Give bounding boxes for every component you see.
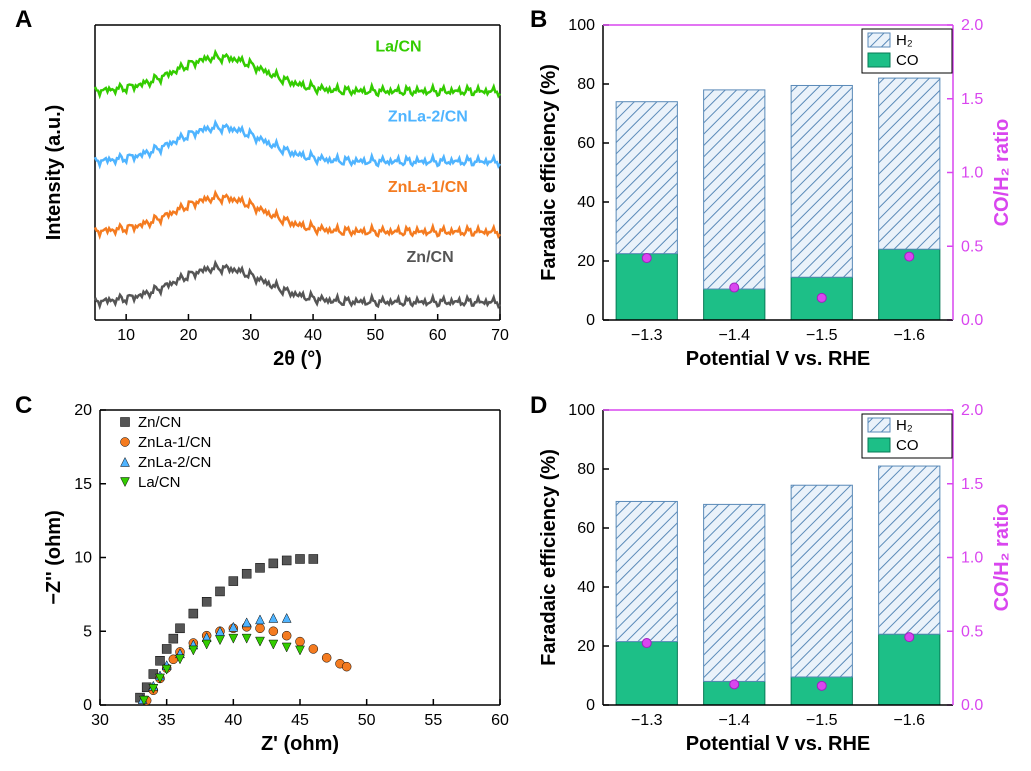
- svg-text:Intensity (a.u.): Intensity (a.u.): [43, 105, 65, 241]
- svg-text:30: 30: [242, 327, 260, 344]
- svg-text:1.0: 1.0: [961, 550, 983, 567]
- svg-text:0: 0: [83, 697, 92, 714]
- svg-text:20: 20: [577, 638, 595, 655]
- svg-text:20: 20: [74, 402, 92, 419]
- svg-text:2.0: 2.0: [961, 17, 983, 34]
- svg-text:−1.6: −1.6: [893, 712, 925, 729]
- svg-text:CO: CO: [896, 437, 919, 454]
- svg-text:45: 45: [291, 712, 309, 729]
- svg-text:40: 40: [577, 579, 595, 596]
- svg-text:10: 10: [117, 327, 135, 344]
- svg-text:60: 60: [577, 135, 595, 152]
- svg-text:Faradaic efficiency (%): Faradaic efficiency (%): [538, 449, 560, 666]
- svg-text:100: 100: [568, 17, 595, 34]
- svg-text:80: 80: [577, 461, 595, 478]
- svg-text:40: 40: [577, 194, 595, 211]
- svg-text:1.0: 1.0: [961, 165, 983, 182]
- svg-text:−1.3: −1.3: [631, 327, 663, 344]
- svg-text:−1.3: −1.3: [631, 712, 663, 729]
- svg-text:CO/H₂ ratio: CO/H₂ ratio: [991, 119, 1013, 227]
- svg-text:60: 60: [491, 712, 509, 729]
- svg-text:−1.5: −1.5: [806, 327, 838, 344]
- svg-text:La/CN: La/CN: [375, 38, 421, 55]
- svg-text:100: 100: [568, 402, 595, 419]
- svg-text:10: 10: [74, 550, 92, 567]
- svg-text:0: 0: [586, 312, 595, 329]
- svg-text:−1.4: −1.4: [718, 327, 750, 344]
- bar-plot-b: 0 20 40 60 80 100 0.0 0.5 1.0 1.5 2.0 −1.3 −1.4 −1.5 −…: [528, 15, 1023, 375]
- svg-text:1.5: 1.5: [961, 91, 983, 108]
- svg-text:−1.5: −1.5: [806, 712, 838, 729]
- svg-text:0.0: 0.0: [961, 697, 983, 714]
- svg-text:Zn/CN: Zn/CN: [138, 414, 181, 431]
- xrd-plot: 10 20 30 40 50 60 70 2θ (°) Intensity (a.u.) La/C…: [35, 15, 510, 375]
- svg-text:ZnLa-2/CN: ZnLa-2/CN: [138, 454, 211, 471]
- svg-text:2.0: 2.0: [961, 402, 983, 419]
- svg-text:20: 20: [577, 253, 595, 270]
- svg-text:55: 55: [424, 712, 442, 729]
- svg-text:ZnLa-1/CN: ZnLa-1/CN: [138, 434, 211, 451]
- svg-text:Potential V vs. RHE: Potential V vs. RHE: [686, 733, 871, 755]
- svg-text:−1.4: −1.4: [718, 712, 750, 729]
- svg-text:70: 70: [491, 327, 509, 344]
- svg-text:60: 60: [429, 327, 447, 344]
- nyquist-plot: 30 35 40 45 50 55 60 0 5 10 15 20 Z' (ohm) −Z'' (ohm)…: [35, 400, 510, 760]
- svg-text:30: 30: [91, 712, 109, 729]
- panel-label-c: C: [15, 392, 32, 420]
- svg-text:La/CN: La/CN: [138, 474, 181, 491]
- svg-text:CO/H₂ ratio: CO/H₂ ratio: [991, 504, 1013, 612]
- svg-text:50: 50: [366, 327, 384, 344]
- svg-text:H₂: H₂: [896, 32, 913, 49]
- svg-text:50: 50: [358, 712, 376, 729]
- svg-text:0.5: 0.5: [961, 623, 983, 640]
- svg-text:60: 60: [577, 520, 595, 537]
- svg-text:20: 20: [180, 327, 198, 344]
- svg-text:Potential V vs. RHE: Potential V vs. RHE: [686, 348, 871, 370]
- svg-text:0.0: 0.0: [961, 312, 983, 329]
- panel-label-a: A: [15, 6, 32, 34]
- svg-text:CO: CO: [896, 52, 919, 69]
- svg-text:35: 35: [158, 712, 176, 729]
- svg-text:−1.6: −1.6: [893, 327, 925, 344]
- svg-text:40: 40: [224, 712, 242, 729]
- svg-text:ZnLa-2/CN: ZnLa-2/CN: [388, 109, 468, 126]
- svg-text:Zn/CN: Zn/CN: [407, 249, 454, 266]
- svg-text:ZnLa-1/CN: ZnLa-1/CN: [388, 179, 468, 196]
- svg-text:5: 5: [83, 623, 92, 640]
- svg-text:0: 0: [586, 697, 595, 714]
- svg-text:Faradaic efficiency (%): Faradaic efficiency (%): [538, 64, 560, 281]
- svg-text:−Z'' (ohm): −Z'' (ohm): [43, 510, 65, 605]
- svg-text:15: 15: [74, 476, 92, 493]
- svg-text:80: 80: [577, 76, 595, 93]
- svg-text:1.5: 1.5: [961, 476, 983, 493]
- svg-text:Z' (ohm): Z' (ohm): [261, 733, 339, 755]
- svg-text:40: 40: [304, 327, 322, 344]
- svg-text:2θ (°): 2θ (°): [273, 348, 322, 370]
- svg-text:0.5: 0.5: [961, 238, 983, 255]
- bar-plot-d: 0 20 40 60 80 100 0.0 0.5 1.0 1.5 2.0 −1.3 −1.4 −1.5 −…: [528, 400, 1023, 760]
- svg-text:H₂: H₂: [896, 417, 913, 434]
